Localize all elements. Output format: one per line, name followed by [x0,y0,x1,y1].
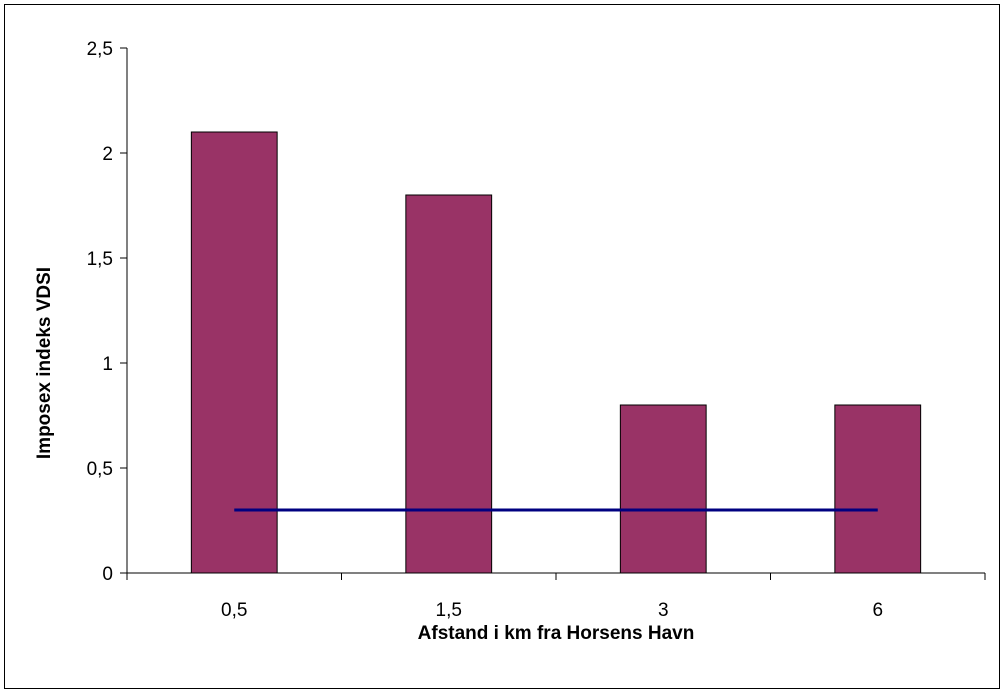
bar-3 [619,404,707,574]
y-axis-title: Imposex indeks VDSI [34,267,55,459]
y-tick-label: 1 [102,354,113,375]
y-tick-label: 2,5 [87,39,113,60]
y-tick-label: 1,5 [87,249,113,270]
chart-frame [4,4,1000,689]
bar-1 [190,131,278,574]
x-axis-title: Afstand i km fra Horsens Havn [418,623,695,644]
x-tick-label: 0,5 [221,600,247,621]
x-axis: 0,5 1,5 3 6 [126,572,986,621]
y-tick-label: 2 [102,144,113,165]
y-tick-label: 0,5 [87,459,113,480]
x-tick-label: 6 [872,600,883,621]
y-tick-label: 0 [102,564,113,585]
x-tick-label: 1,5 [436,600,462,621]
y-axis: 0 0,5 1 1,5 2 2,5 [87,39,128,585]
bars [190,131,922,574]
x-tick-label: 3 [658,600,669,621]
bar-2 [405,194,493,574]
bar-4 [834,404,922,574]
